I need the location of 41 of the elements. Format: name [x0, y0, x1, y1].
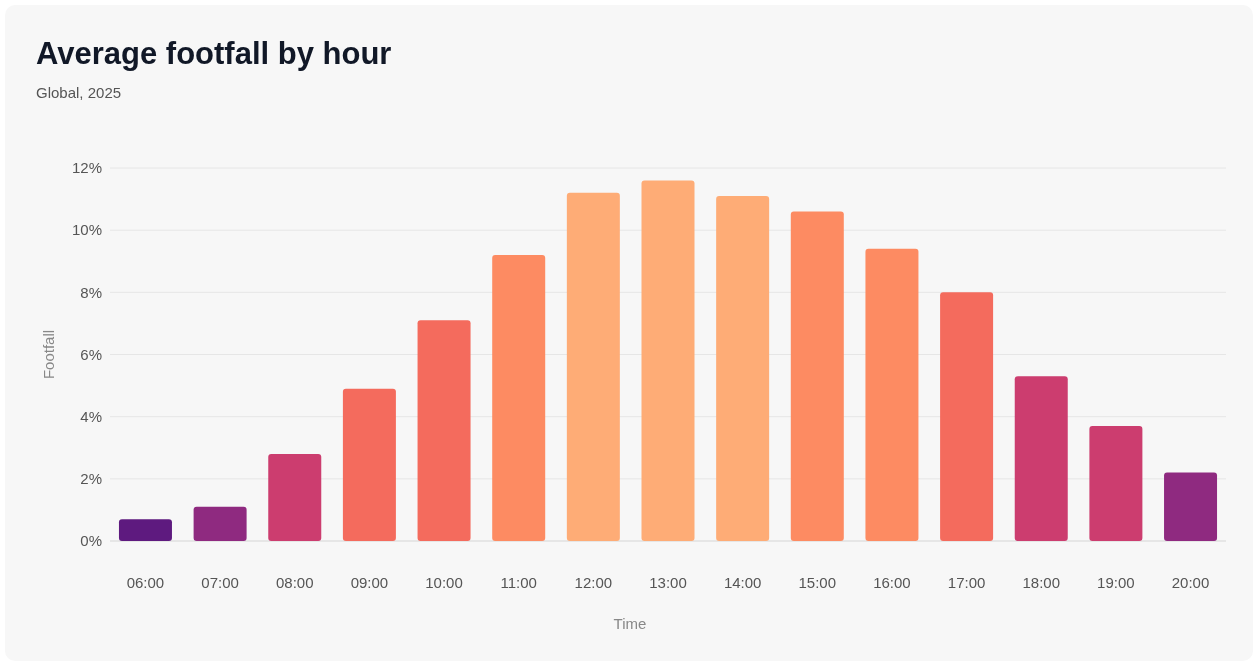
bar	[865, 248, 919, 541]
bar	[118, 519, 172, 541]
x-tick-label: 09:00	[350, 574, 389, 591]
y-tick-label: 12%	[71, 159, 102, 177]
x-tick-label: 15:00	[798, 574, 837, 591]
bar	[417, 320, 471, 541]
x-tick-label: 16:00	[873, 574, 911, 591]
bar	[790, 211, 844, 541]
bar	[1089, 425, 1143, 541]
bar	[1164, 472, 1218, 541]
y-tick-label: 8%	[80, 283, 102, 301]
x-tick-label: 07:00	[201, 574, 239, 591]
x-tick-label: 18:00	[1022, 574, 1061, 591]
bar	[342, 388, 396, 541]
y-tick-label: 0%	[80, 532, 102, 550]
bar	[566, 192, 620, 541]
x-tick-label: 12:00	[574, 574, 613, 591]
bar	[1014, 376, 1068, 541]
y-tick-label: 2%	[80, 470, 102, 488]
x-tick-label: 20:00	[1171, 574, 1210, 591]
y-tick-label: 10%	[71, 221, 102, 239]
x-tick-label: 10:00	[425, 574, 463, 591]
x-tick-label: 17:00	[947, 574, 986, 591]
chart-title: Average footfall by hour	[36, 36, 392, 71]
x-tick-label: 06:00	[126, 574, 165, 591]
y-tick-label: 4%	[80, 407, 102, 425]
bar	[193, 506, 247, 541]
y-axis-title: Footfall	[40, 329, 57, 380]
bar	[492, 255, 546, 541]
x-tick-label: 14:00	[723, 574, 762, 591]
x-tick-label: 11:00	[500, 574, 537, 591]
x-tick-label: 19:00	[1097, 574, 1135, 591]
x-tick-label: 08:00	[275, 574, 314, 591]
chart-subtitle: Global, 2025	[36, 84, 122, 101]
bar	[641, 180, 695, 541]
y-tick-label: 6%	[80, 345, 102, 363]
bar	[940, 292, 994, 541]
bar	[268, 453, 322, 541]
x-axis-title: Time	[613, 615, 647, 632]
x-tick-label: 13:00	[649, 574, 687, 591]
bar	[716, 195, 770, 541]
